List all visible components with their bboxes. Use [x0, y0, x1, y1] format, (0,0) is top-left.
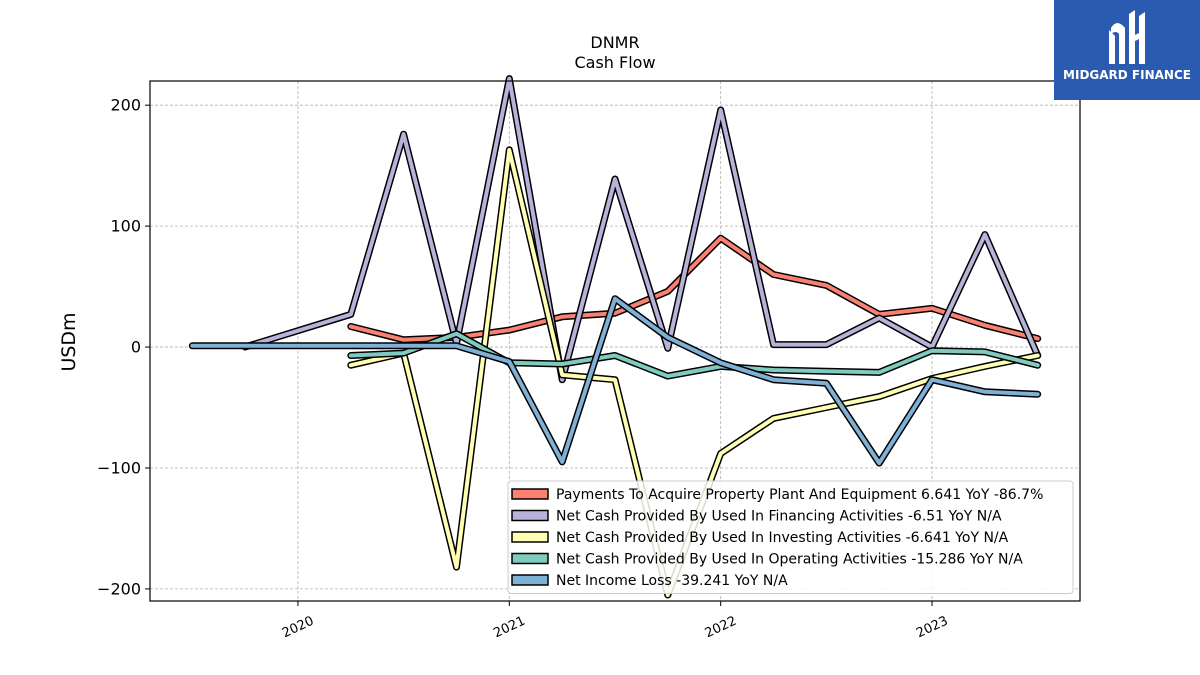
series-lines — [188, 75, 1042, 599]
y-tick-label: 0 — [131, 338, 141, 357]
y-axis-label: USDm — [58, 312, 80, 371]
legend-entry: Net Cash Provided By Used In Financing A… — [556, 509, 1002, 525]
x-tick-label: 2021 — [491, 614, 527, 642]
legend-swatch — [511, 509, 549, 522]
series-4 — [347, 330, 1042, 380]
series-line-outline — [241, 75, 1042, 384]
legend-box — [507, 480, 1074, 594]
x-tick-label: 2022 — [703, 614, 739, 642]
series-5 — [188, 295, 1042, 467]
brand-logo: MIDGARD FINANCE — [1054, 0, 1200, 100]
series-line — [243, 76, 1040, 382]
x-tick-label: 2023 — [914, 614, 950, 642]
midgard-logo-icon — [1109, 10, 1145, 64]
legend-swatch — [511, 574, 549, 586]
y-tick-label: −200 — [97, 579, 141, 598]
series-2 — [241, 75, 1042, 384]
legend-entry: Net Cash Provided By Used In Investing A… — [556, 530, 1009, 546]
legend-entry: Net Cash Provided By Used In Operating A… — [556, 552, 1023, 568]
series-line — [190, 296, 1040, 466]
legend-entry: Payments To Acquire Property Plant And E… — [556, 487, 1043, 503]
y-tick-label: −100 — [97, 458, 141, 477]
y-tick-label: 200 — [110, 96, 141, 115]
y-tick-label: 100 — [110, 217, 141, 236]
x-tick-label: 2020 — [280, 614, 316, 642]
chart-title: DNMR — [590, 33, 639, 52]
plot-frame — [149, 80, 1081, 602]
brand-name: MIDGARD FINANCE — [1063, 68, 1191, 82]
series-line — [348, 331, 1040, 379]
legend-swatch — [511, 552, 549, 565]
legend-swatch — [511, 531, 549, 543]
legend: Payments To Acquire Property Plant And E… — [507, 480, 1074, 594]
legend-swatch — [511, 488, 549, 500]
legend-entry: Net Income Loss -39.241 YoY N/A — [556, 573, 788, 589]
chart-subtitle: Cash Flow — [574, 53, 655, 72]
